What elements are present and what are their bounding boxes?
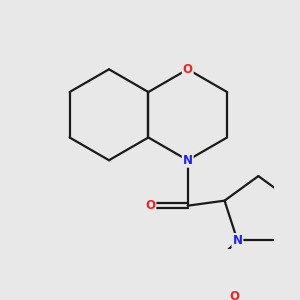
- Text: O: O: [183, 63, 193, 76]
- Text: O: O: [146, 199, 155, 212]
- Text: O: O: [229, 290, 239, 300]
- Text: N: N: [183, 154, 193, 167]
- Text: N: N: [232, 234, 242, 247]
